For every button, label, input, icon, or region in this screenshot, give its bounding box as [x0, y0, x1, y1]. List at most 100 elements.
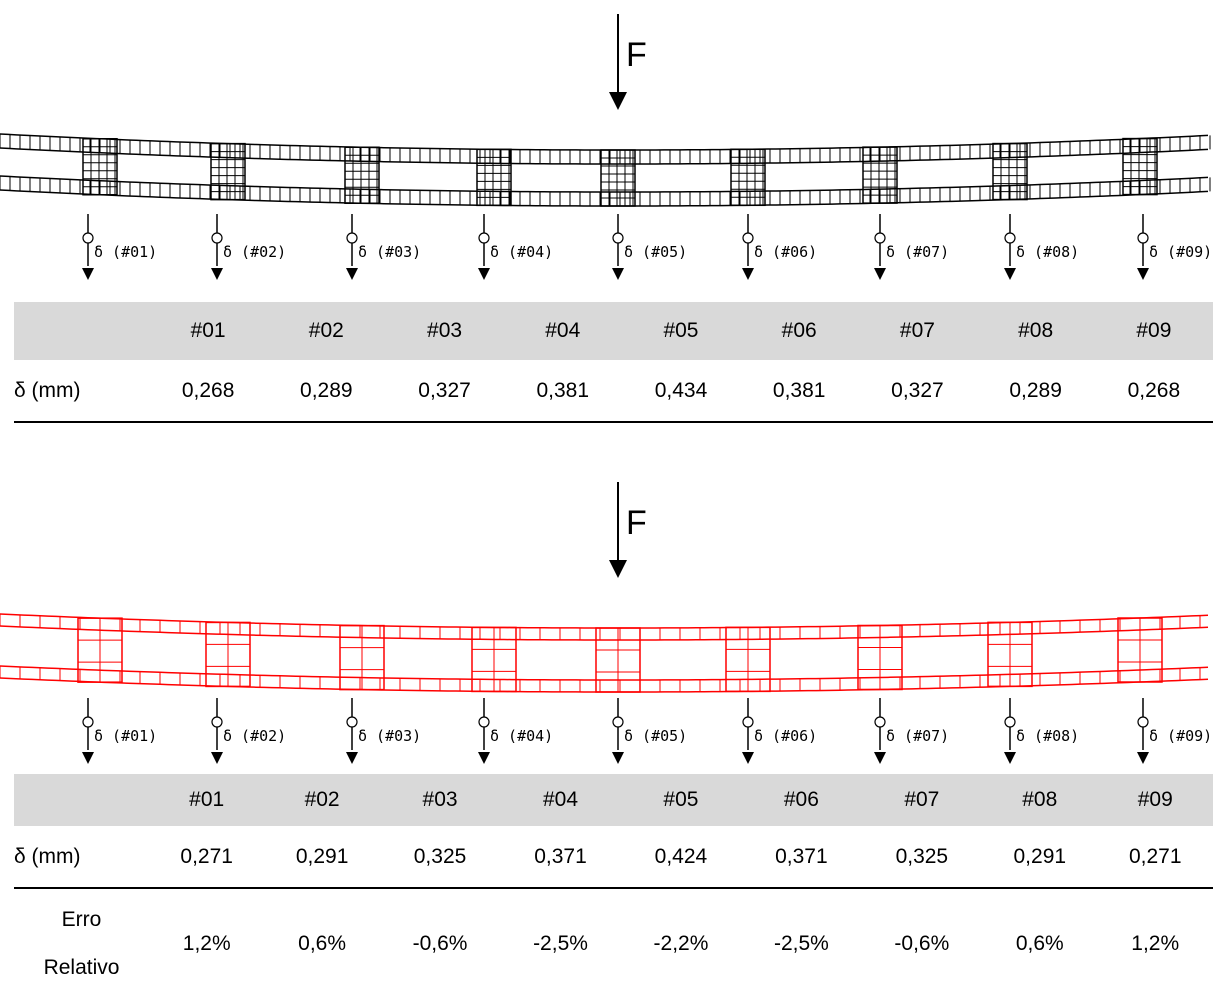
column-header: #09	[1097, 774, 1213, 826]
column-header: #06	[740, 302, 859, 360]
web-block	[82, 138, 118, 196]
displacement-value: 0,268	[1127, 378, 1181, 402]
web-block	[476, 148, 512, 207]
sensor-circle-icon	[211, 232, 223, 244]
sensor-label: δ (#02)	[223, 243, 286, 261]
bottom-flange-edge	[0, 175, 1209, 193]
column-header: #08	[976, 302, 1095, 360]
sensor-arrow-head	[742, 268, 754, 280]
sensor-label: δ (#08)	[1016, 243, 1079, 261]
sensor-label: δ (#06)	[754, 727, 817, 745]
sensor-arrow-head	[346, 752, 358, 764]
sensor-label: δ (#07)	[886, 727, 949, 745]
bottom-results-table: #01 #02 #03 #04 #05 #06 #07 #08 #09 δ (m…	[14, 774, 1213, 998]
force-arrow-head	[609, 92, 627, 110]
displacement-row: δ (mm) 0,268 0,289 0,327 0,381 0,434 0,3…	[14, 360, 1213, 422]
sensor-arrow-head	[478, 752, 490, 764]
sensor-arrow-head	[612, 752, 624, 764]
column-header: #09	[1094, 302, 1213, 360]
sensor-label: δ (#01)	[94, 727, 157, 745]
top-panel: F δ (#01) δ (#02) δ (#03) δ (#04) δ (#05) δ (…	[0, 0, 1213, 430]
top-flange-edge	[0, 613, 1209, 629]
top-mesh-diagram: F δ (#01) δ (#02) δ (#03) δ (#04) δ (#05) δ (…	[0, 14, 1212, 280]
displacement-value: 0,271	[1128, 844, 1182, 868]
web-block	[730, 148, 766, 207]
table-header-row: #01 #02 #03 #04 #05 #06 #07 #08 #09	[14, 774, 1213, 826]
sensor-label: δ (#03)	[358, 243, 421, 261]
sensor-arrow-head	[82, 752, 94, 764]
web-block	[600, 149, 636, 207]
row-label: Erro Relativo	[14, 888, 149, 998]
sensor-markers: δ (#01) δ (#02) δ (#03) δ (#04) δ (#05) δ (#0…	[82, 698, 1212, 764]
sensor-arrow-head	[211, 268, 223, 280]
sensor-label: δ (#09)	[1149, 243, 1212, 261]
sensor-arrow-head	[874, 752, 886, 764]
sensor-arrow-head	[1004, 268, 1016, 280]
table-header-row: #01 #02 #03 #04 #05 #06 #07 #08 #09	[14, 302, 1213, 360]
bottom-panel: F δ (#01) δ (#02) δ (#03) δ (#04) δ (#05) δ (…	[0, 470, 1213, 1008]
sensor-arrow-head	[1004, 752, 1016, 764]
column-header: #07	[858, 302, 977, 360]
sensor-circle-icon	[874, 716, 886, 728]
error-value: -0,6%	[412, 931, 468, 955]
error-value: 0,6%	[1015, 931, 1064, 955]
column-header: #01	[149, 302, 268, 360]
column-header: #02	[264, 774, 380, 826]
sensor-arrow-head	[1137, 752, 1149, 764]
column-header: #05	[620, 774, 742, 826]
displacement-value: 0,434	[654, 378, 708, 402]
column-header: #03	[379, 774, 501, 826]
column-header: #07	[861, 774, 983, 826]
error-label-line1: Erro	[61, 907, 102, 931]
sensor-markers: δ (#01) δ (#02) δ (#03) δ (#04) δ (#05) δ (#0…	[82, 214, 1212, 280]
sensor-arrow-head	[82, 268, 94, 280]
web-block	[992, 142, 1028, 201]
displacement-row: δ (mm) 0,271 0,291 0,325 0,371 0,424 0,3…	[14, 826, 1213, 888]
sensor-label: δ (#05)	[624, 727, 687, 745]
sensor-circle-icon	[346, 716, 358, 728]
row-label: δ (mm)	[14, 378, 81, 402]
sensor-label: δ (#03)	[358, 727, 421, 745]
column-header: #05	[621, 302, 741, 360]
bottom-mesh-diagram: F δ (#01) δ (#02) δ (#03) δ (#04) δ (#05) δ (…	[0, 482, 1212, 764]
sensor-circle-icon	[742, 716, 754, 728]
sensor-circle-icon	[874, 232, 886, 244]
force-arrow-head	[609, 560, 627, 578]
sensor-circle-icon	[612, 232, 624, 244]
sensor-label: δ (#07)	[886, 243, 949, 261]
column-header: #04	[500, 774, 621, 826]
error-label-line2: Relativo	[43, 955, 120, 979]
displacement-value: 0,381	[772, 378, 826, 402]
top-results-table: #01 #02 #03 #04 #05 #06 #07 #08 #09 δ (m…	[14, 302, 1213, 423]
error-value: -0,6%	[894, 931, 950, 955]
displacement-value: 0,325	[895, 844, 949, 868]
displacement-value: 0,371	[534, 844, 587, 868]
displacement-value: 0,289	[300, 378, 353, 402]
displacement-value: 0,327	[891, 378, 944, 402]
sensor-label: δ (#05)	[624, 243, 687, 261]
error-value: 1,2%	[1131, 931, 1180, 955]
sensor-label: δ (#04)	[490, 243, 553, 261]
column-header: #01	[149, 774, 265, 826]
error-value: -2,5%	[773, 931, 829, 955]
sensor-label: δ (#04)	[490, 727, 553, 745]
sensor-circle-icon	[346, 232, 358, 244]
web-block	[210, 142, 246, 201]
top-flange-edge	[0, 147, 1209, 165]
force-label: F	[626, 504, 647, 542]
sensor-circle-icon	[478, 716, 490, 728]
sensor-arrow-head	[612, 268, 624, 280]
sensor-circle-icon	[612, 716, 624, 728]
displacement-value: 0,325	[413, 844, 467, 868]
sensor-circle-icon	[1004, 232, 1016, 244]
displacement-value: 0,424	[654, 844, 708, 868]
relative-error-row: Erro Relativo 1,2% 0,6% -0,6% -2,5% -2,2…	[14, 888, 1213, 998]
row-label: δ (mm)	[14, 844, 81, 868]
sensor-label: δ (#08)	[1016, 727, 1079, 745]
force-label: F	[626, 36, 647, 74]
displacement-value: 0,268	[181, 378, 235, 402]
sensor-circle-icon	[478, 232, 490, 244]
column-header: #06	[741, 774, 862, 826]
displacement-value: 0,291	[1013, 844, 1067, 868]
sensor-circle-icon	[1137, 716, 1149, 728]
